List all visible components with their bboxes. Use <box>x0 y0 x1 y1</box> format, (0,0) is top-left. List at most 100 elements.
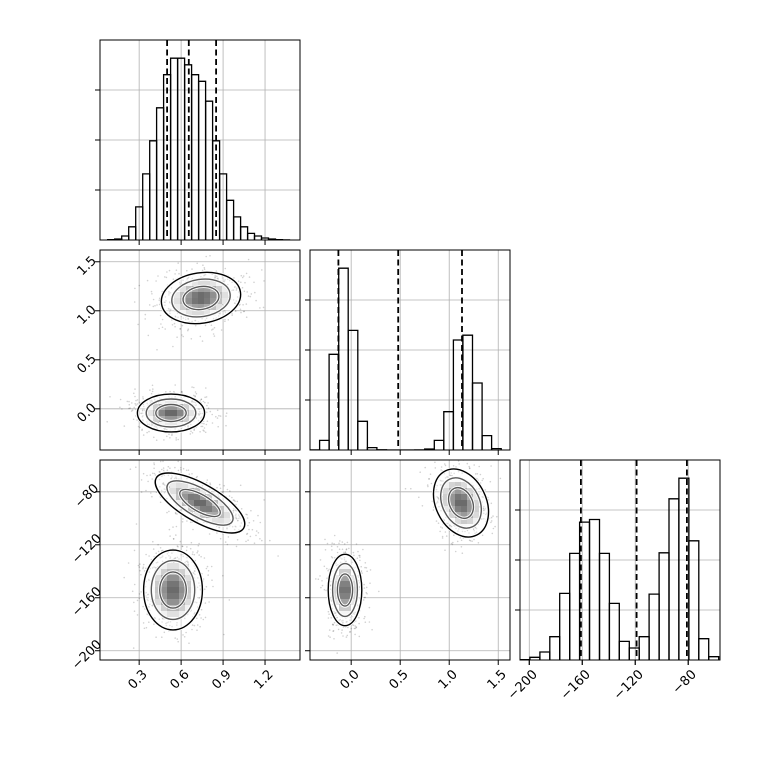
scatter-point <box>145 567 147 570</box>
scatter-point <box>332 623 334 625</box>
scatter-point <box>247 295 250 297</box>
scatter-point <box>163 483 165 486</box>
scatter-point <box>429 473 432 476</box>
scatter-point <box>202 618 205 621</box>
scatter-point <box>198 413 200 416</box>
scatter-point <box>147 593 150 596</box>
scatter-point <box>205 255 207 258</box>
scatter-point <box>134 402 136 405</box>
scatter-point <box>239 308 242 311</box>
scatter-point <box>352 551 355 554</box>
scatter-point <box>233 286 236 289</box>
scatter-point <box>175 478 178 480</box>
scatter-point <box>228 599 231 601</box>
scatter-point <box>177 546 179 548</box>
density-cell <box>333 593 339 599</box>
scatter-point <box>248 528 250 531</box>
density-cell <box>212 506 218 512</box>
scatter-point <box>175 269 178 272</box>
scatter-point <box>205 387 207 389</box>
scatter-point <box>171 434 173 437</box>
scatter-point <box>234 525 236 528</box>
scatter-point <box>458 463 461 465</box>
scatter-point <box>150 290 153 293</box>
scatter-point <box>248 521 251 524</box>
scatter-point <box>140 591 142 593</box>
scatter-point <box>452 465 455 467</box>
scatter-point <box>246 533 248 535</box>
scatter-point <box>148 423 151 426</box>
scatter-point <box>194 319 197 322</box>
scatter-point <box>182 555 184 558</box>
contours-ac <box>142 471 247 632</box>
scatter-point <box>208 533 211 535</box>
scatter-point <box>163 301 166 304</box>
scatter-point <box>218 414 220 417</box>
scatter-point <box>187 276 190 279</box>
scatter-point <box>331 623 334 626</box>
scatter-point <box>179 328 181 330</box>
scatter-point <box>148 571 151 573</box>
scatter-point <box>182 634 184 636</box>
density-cell <box>473 506 479 512</box>
scatter-point <box>223 309 226 312</box>
scatter-point <box>333 638 335 640</box>
scatter-point <box>357 550 359 553</box>
scatter-point <box>228 495 231 497</box>
scatter-point <box>191 320 193 323</box>
scatter-point <box>197 544 200 547</box>
scatter-point <box>205 317 208 320</box>
contour-line <box>447 486 475 520</box>
histogram-bar <box>618 640 630 660</box>
scatter-point <box>225 412 228 415</box>
scatter-point <box>346 541 349 544</box>
histogram-bar <box>246 232 256 240</box>
scatter-point <box>161 482 164 485</box>
density-cell <box>161 605 167 611</box>
histogram-bar <box>169 57 179 240</box>
scatter-point <box>152 472 154 475</box>
density-cell <box>165 398 171 404</box>
scatter-point <box>187 561 189 563</box>
scatter-point <box>186 520 188 522</box>
scatter-point <box>342 635 344 637</box>
scatter-point <box>203 274 205 277</box>
scatter-point <box>224 310 226 312</box>
scatter-point <box>209 255 211 257</box>
density-cell <box>467 500 473 506</box>
scatter-point <box>181 521 184 523</box>
density-cell <box>179 605 185 611</box>
contour-line <box>145 398 197 428</box>
scatter-point <box>319 559 322 561</box>
scatter-point <box>492 515 494 517</box>
x-tick-label: 1.0 <box>436 667 461 692</box>
scatter-point <box>141 409 144 412</box>
scatter-point <box>229 519 232 521</box>
scatter-point <box>191 277 194 280</box>
scatter-point <box>189 433 192 435</box>
scatter-point <box>231 281 233 284</box>
density-cell <box>198 286 204 292</box>
contour-line <box>432 468 490 538</box>
scatter-point <box>193 572 195 574</box>
scatter-point <box>241 286 244 289</box>
density-cell <box>461 482 467 488</box>
scatter-point <box>151 604 153 607</box>
scatter-point <box>178 558 180 560</box>
density-cell <box>173 611 179 617</box>
scatter-point <box>355 543 358 545</box>
scatter-point <box>468 467 471 469</box>
scatter-point <box>224 320 226 323</box>
density-cell <box>449 494 455 500</box>
scatter-point <box>439 530 441 533</box>
density-cell <box>455 500 461 506</box>
density-cell <box>161 563 167 569</box>
scatter-point <box>168 301 171 303</box>
scatter-point <box>352 624 355 627</box>
histogram-bar <box>357 420 369 450</box>
density-cell <box>155 581 161 587</box>
density-cell <box>179 587 185 593</box>
scatter-point <box>193 570 196 572</box>
scatter-point <box>330 545 333 548</box>
